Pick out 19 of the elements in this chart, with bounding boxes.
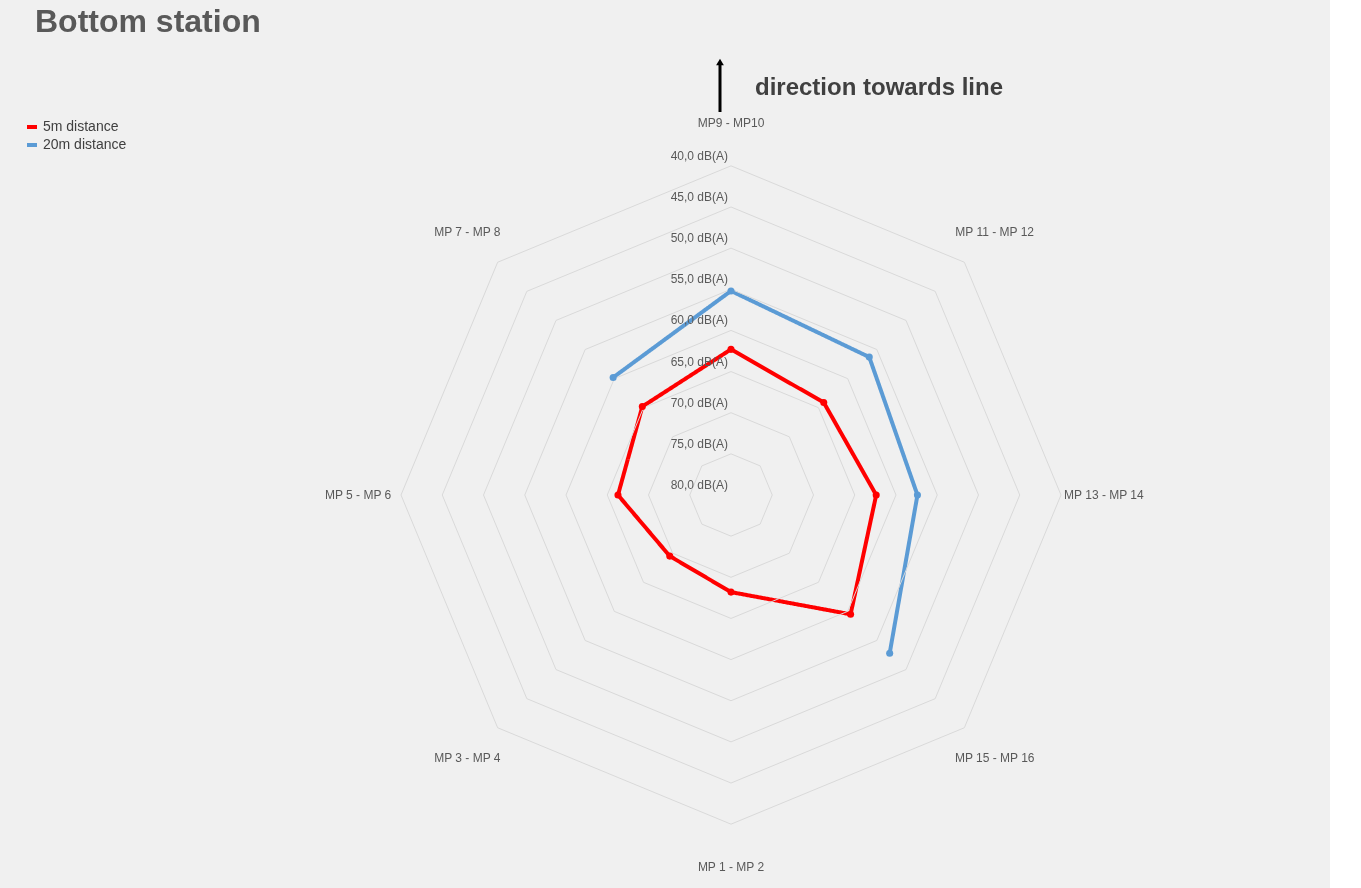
spoke-label: MP 1 - MP 2 (697, 859, 765, 874)
spoke-label: MP 15 - MP 16 (954, 751, 1035, 766)
y-tick-label: 50,0 dB(A) (670, 231, 728, 246)
spoke-label: MP 3 - MP 4 (434, 751, 501, 766)
y-tick-label: 45,0 dB(A) (670, 189, 728, 204)
y-tick-label: 40,0 dB(A) (670, 148, 728, 163)
y-tick-label: 55,0 dB(A) (670, 272, 728, 287)
legend-label: 5m distance (43, 118, 119, 134)
y-tick-label: 80,0 dB(A) (670, 478, 728, 492)
spoke-label: MP 5 - MP 6 (324, 488, 392, 502)
spoke-label: MP 11 - MP 12 (955, 224, 1035, 239)
chart-title: Bottom station (35, 2, 261, 39)
spoke-label: MP 13 - MP 14 (1064, 488, 1145, 502)
text: direction towards line (755, 73, 1004, 100)
spoke-label: MP9 - MP10 (697, 116, 765, 131)
spoke-label: MP 7 - MP 8 (434, 224, 501, 239)
y-tick-label: 75,0 dB(A) (670, 436, 728, 451)
y-tick-label: 70,0 dB(A) (670, 395, 728, 410)
legend-label: 20m distance (43, 136, 127, 152)
